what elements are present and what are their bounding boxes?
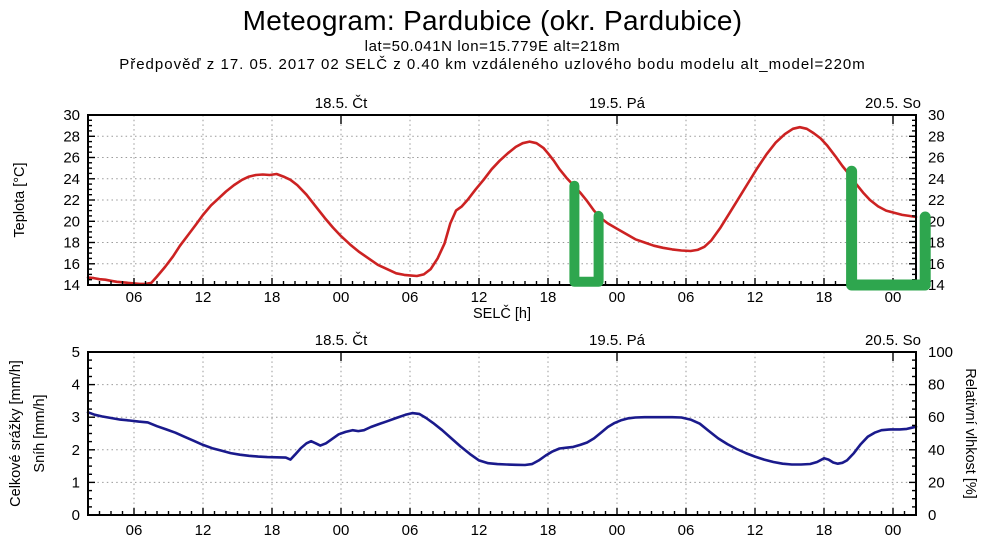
y-tick-label: 26 bbox=[928, 150, 945, 167]
x-tick-label: 00 bbox=[333, 522, 350, 539]
forecast-info-subtitle: Předpověď z 17. 05. 2017 02 SELČ z 0.40 … bbox=[119, 56, 866, 73]
day-label: 19.5. Pá bbox=[589, 95, 646, 112]
y-tick-label: 60 bbox=[928, 409, 945, 426]
page-title: Meteogram: Pardubice (okr. Pardubice) bbox=[242, 5, 743, 36]
y-tick-label: 80 bbox=[928, 377, 945, 394]
left-axis-title: Sníh [mm/h] bbox=[32, 394, 48, 472]
y-tick-label: 30 bbox=[63, 107, 80, 124]
y-tick-label: 22 bbox=[928, 192, 945, 209]
x-tick-label: 00 bbox=[885, 522, 902, 539]
x-tick-label: 12 bbox=[195, 522, 212, 539]
y-tick-label: 5 bbox=[72, 344, 80, 361]
green-bracket-1 bbox=[569, 180, 604, 287]
y-tick-label: 16 bbox=[63, 256, 80, 273]
x-tick-label: 18 bbox=[816, 522, 833, 539]
plot-border bbox=[87, 351, 917, 516]
x-tick-label: 06 bbox=[126, 522, 143, 539]
y-tick-label: 100 bbox=[928, 344, 953, 361]
x-tick-label: 06 bbox=[402, 522, 419, 539]
x-tick-label: 12 bbox=[747, 289, 764, 306]
x-tick-label: 00 bbox=[609, 289, 626, 306]
day-label: 19.5. Pá bbox=[589, 332, 646, 349]
temperature-curve bbox=[86, 125, 918, 286]
y-tick-label: 18 bbox=[928, 235, 945, 252]
x-tick-label: 00 bbox=[609, 522, 626, 539]
x-tick-label: 18 bbox=[264, 289, 281, 306]
x-tick-label: 18 bbox=[540, 289, 557, 306]
y-tick-label: 40 bbox=[928, 442, 945, 459]
humidity-curve bbox=[86, 410, 918, 467]
day-label: 20.5. So bbox=[865, 95, 921, 112]
day-label: 18.5. Čt bbox=[315, 95, 368, 112]
y-tick-label: 16 bbox=[928, 256, 945, 273]
y-tick-label: 28 bbox=[63, 128, 80, 145]
y-tick-label: 28 bbox=[928, 128, 945, 145]
y-tick-label: 4 bbox=[72, 377, 80, 394]
y-tick-label: 26 bbox=[63, 150, 80, 167]
x-tick-label: 18 bbox=[540, 522, 557, 539]
x-tick-label: 00 bbox=[333, 289, 350, 306]
x-tick-label: 06 bbox=[126, 289, 143, 306]
left-axis-title: Teplota [°C] bbox=[12, 162, 28, 237]
y-tick-label: 14 bbox=[63, 277, 80, 294]
y-tick-label: 20 bbox=[928, 474, 945, 491]
y-tick-label: 22 bbox=[63, 192, 80, 209]
right-axis-title: Relativní vlhkost [%] bbox=[962, 368, 978, 499]
y-tick-label: 1 bbox=[72, 474, 80, 491]
y-tick-label: 24 bbox=[928, 171, 945, 188]
x-tick-label: 06 bbox=[678, 522, 695, 539]
y-tick-label: 3 bbox=[72, 409, 80, 426]
day-label: 20.5. So bbox=[865, 332, 921, 349]
x-tick-label: 06 bbox=[678, 289, 695, 306]
y-tick-label: 14 bbox=[928, 277, 945, 294]
left-axis-title: Celkové srážky [mm/h] bbox=[8, 360, 24, 507]
y-tick-label: 30 bbox=[928, 107, 945, 124]
location-subtitle: lat=50.041N lon=15.779E alt=218m bbox=[364, 38, 621, 55]
y-tick-label: 0 bbox=[72, 507, 80, 524]
green-bracket-2 bbox=[846, 165, 931, 291]
y-tick-label: 20 bbox=[63, 213, 80, 230]
x-tick-label: 12 bbox=[471, 522, 488, 539]
temperature-chart: 06 12 18 00 06 12 18 00 06 12 18 00 14 16 18 20 22 24 26 28… bbox=[12, 95, 945, 322]
y-tick-label: 2 bbox=[72, 442, 80, 459]
x-tick-label: 18 bbox=[264, 522, 281, 539]
y-tick-label: 20 bbox=[928, 213, 945, 230]
x-axis-title: SELČ [h] bbox=[473, 305, 531, 322]
y-tick-label: 18 bbox=[63, 235, 80, 252]
precipitation-humidity-chart: 06 12 18 00 06 12 18 00 06 12 18 000123450204060801… bbox=[8, 332, 978, 539]
x-tick-label: 06 bbox=[402, 289, 419, 306]
x-tick-label: 12 bbox=[747, 522, 764, 539]
y-tick-label: 24 bbox=[63, 171, 80, 188]
x-tick-label: 12 bbox=[471, 289, 488, 306]
y-tick-label: 0 bbox=[928, 507, 936, 524]
x-tick-label: 00 bbox=[885, 289, 902, 306]
x-tick-label: 18 bbox=[816, 289, 833, 306]
x-tick-label: 12 bbox=[195, 289, 212, 306]
day-label: 18.5. Čt bbox=[315, 332, 368, 349]
